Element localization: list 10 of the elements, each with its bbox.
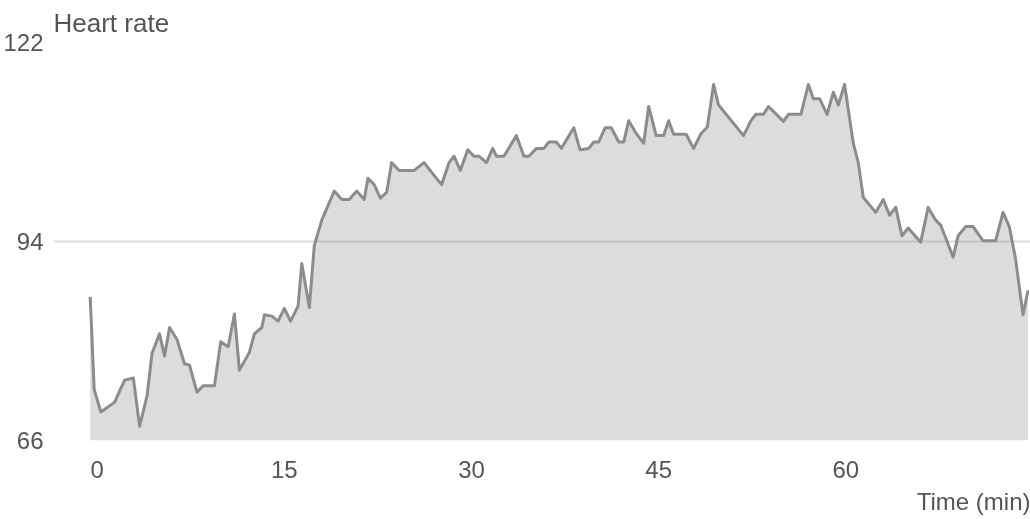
x-tick-label: 15 — [270, 455, 298, 483]
x-tick-label: 30 — [458, 455, 485, 483]
x-tick-label: 0 — [90, 455, 104, 483]
y-tick-label: 94 — [16, 228, 44, 255]
x-axis-title: Time (min) — [916, 487, 1030, 515]
y-tick-label: 66 — [16, 427, 44, 454]
x-tick-label: 60 — [832, 455, 860, 483]
y-tick-label: 122 — [3, 29, 44, 56]
x-tick-label: 45 — [645, 455, 673, 483]
chart-title: Heart rate — [53, 7, 170, 38]
